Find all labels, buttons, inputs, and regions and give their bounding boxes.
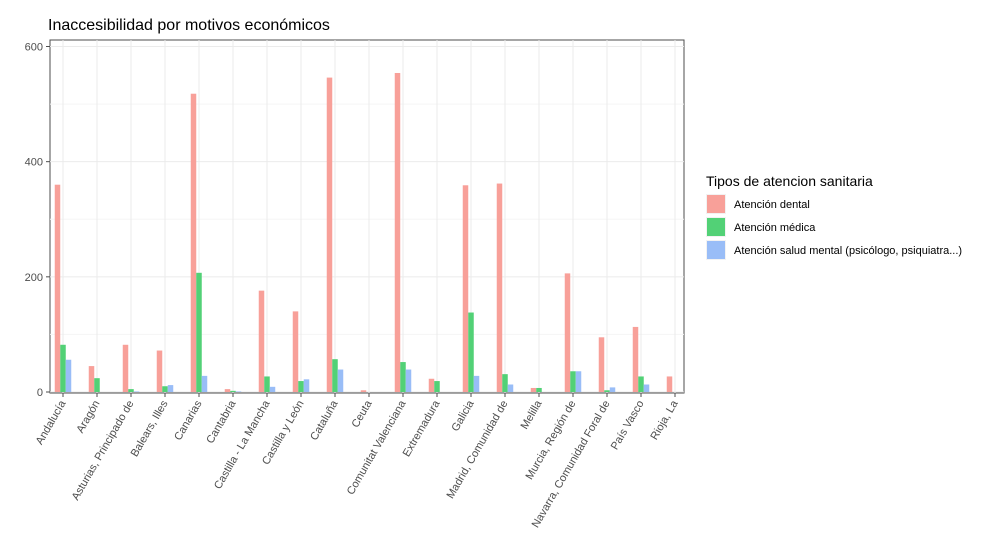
bar-18-series-0 — [666, 376, 673, 392]
bar-16-series-0 — [598, 337, 605, 392]
bar-15-series-0 — [564, 273, 571, 392]
bar-15-series-1 — [570, 371, 576, 392]
bar-14-series-0 — [530, 387, 537, 392]
bar-5-series-2 — [235, 391, 242, 392]
legend-title: Tipos de atencion sanitaria — [706, 173, 873, 189]
grid — [50, 40, 684, 393]
bar-7-series-0 — [292, 311, 299, 392]
x-tick-label: Andalucía — [34, 398, 69, 447]
x-tick-label: Galicia — [449, 398, 477, 434]
bar-3-series-1 — [162, 386, 168, 392]
bar-7-series-1 — [298, 381, 304, 392]
legend-swatch-2 — [707, 241, 725, 259]
legend-swatch-0 — [707, 195, 725, 213]
x-tick-label: Melilla — [519, 398, 545, 432]
bar-12-series-2 — [473, 375, 480, 392]
bar-8-series-0 — [326, 77, 333, 392]
bar-0-series-2 — [65, 359, 72, 392]
bar-0-series-0 — [54, 184, 61, 392]
y-tick-label: 200 — [25, 272, 43, 284]
x-tick-label: Asturias, Principado de — [70, 399, 137, 503]
bar-13-series-2 — [507, 384, 514, 392]
bar-2-series-0 — [122, 344, 129, 392]
y-tick-label: 600 — [25, 42, 43, 54]
bar-4-series-2 — [201, 375, 208, 392]
x-tick-label: Cataluña — [308, 398, 341, 443]
legend: Tipos de atencion sanitaria Atención den… — [706, 173, 962, 260]
legend-swatch-1 — [707, 218, 725, 236]
bar-2-series-1 — [128, 389, 134, 392]
y-tick-label: 400 — [25, 157, 43, 169]
bar-7-series-2 — [303, 379, 310, 392]
bar-11-series-1 — [434, 381, 440, 392]
bar-6-series-0 — [258, 290, 265, 392]
bar-8-series-2 — [337, 369, 344, 392]
bar-14-series-1 — [536, 387, 542, 392]
y-tick-label: 0 — [37, 387, 43, 399]
x-tick-label: Aragón — [74, 399, 102, 436]
x-tick-label: Cantabria — [204, 398, 239, 446]
bar-9-series-0 — [360, 390, 367, 392]
bar-1-series-0 — [88, 366, 95, 392]
x-tick-label: Balears, Illes — [129, 398, 171, 459]
bar-8-series-1 — [332, 359, 338, 392]
bar-10-series-1 — [400, 362, 406, 392]
x-tick-label: Canarias — [172, 398, 205, 443]
x-tick-label: País Vasco — [609, 399, 647, 452]
y-axis: 0 200 400 600 — [25, 42, 50, 399]
bar-17-series-2 — [643, 384, 650, 392]
bar-12-series-1 — [468, 312, 474, 392]
bar-12-series-0 — [462, 185, 469, 392]
bar-6-series-1 — [264, 376, 270, 392]
bar-6-series-2 — [269, 386, 276, 392]
bar-13-series-1 — [502, 374, 508, 392]
bar-5-series-0 — [224, 389, 231, 392]
bar-16-series-2 — [609, 387, 616, 392]
bar-17-series-1 — [638, 376, 644, 392]
bar-10-series-0 — [394, 72, 401, 393]
bar-11-series-0 — [428, 378, 435, 392]
bars — [54, 72, 673, 393]
bar-15-series-2 — [575, 371, 582, 392]
bar-3-series-0 — [156, 350, 163, 392]
bar-13-series-0 — [496, 183, 503, 392]
legend-label-0: Atención dental — [734, 199, 810, 211]
bar-5-series-1 — [230, 390, 236, 392]
x-tick-label: Comunitat Valenciana — [345, 398, 409, 497]
plot-panel — [49, 39, 685, 394]
bar-4-series-1 — [196, 272, 202, 392]
x-tick-label: Rioja, La — [648, 398, 681, 442]
legend-label-2: Atención salud mental (psicólogo, psiqui… — [734, 245, 962, 257]
bar-16-series-1 — [604, 390, 610, 392]
x-tick-label: Madrid, Comunidad de — [445, 399, 511, 501]
legend-items: Atención dental Atención médica Atención s… — [706, 194, 962, 260]
bar-17-series-0 — [632, 326, 639, 392]
chart-title: Inaccesibilidad por motivos económicos — [48, 17, 330, 34]
bar-3-series-2 — [167, 385, 174, 392]
bar-1-series-1 — [94, 378, 100, 392]
bar-2-series-2 — [133, 391, 140, 392]
bar-10-series-2 — [405, 369, 412, 392]
legend-label-1: Atención médica — [734, 222, 816, 234]
x-tick-label: Ceuta — [350, 398, 376, 430]
bar-0-series-1 — [60, 344, 66, 392]
bar-4-series-0 — [190, 93, 197, 392]
